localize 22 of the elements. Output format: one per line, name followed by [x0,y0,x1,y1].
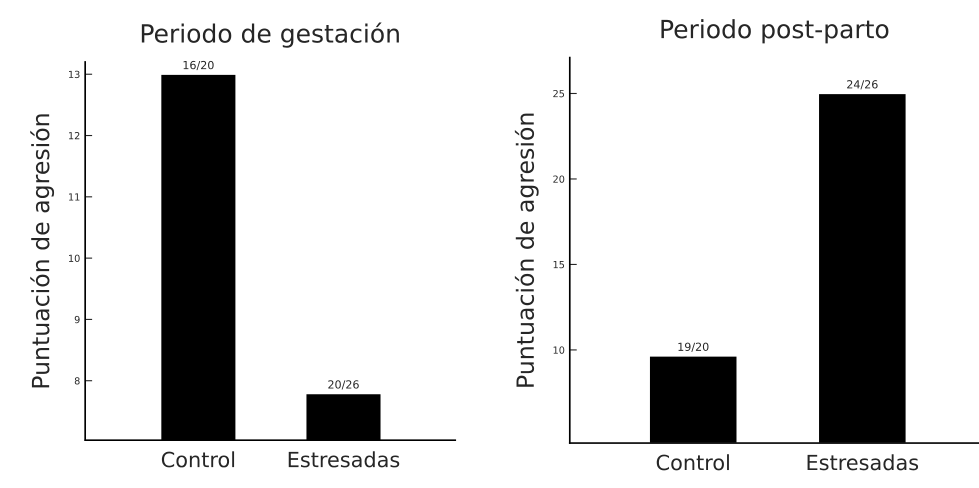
x-tick-label: Estresadas [808,454,918,470]
y-tick-label: 25 [553,90,564,98]
data-label: 20/26 [328,380,359,390]
chart-title: Periodo de gestación [142,22,399,48]
x-tick-label: Estresadas [288,451,400,468]
y-tick-label: 11 [69,193,80,201]
y-tick-label: 15 [554,261,564,268]
y-tick-label: 9 [74,316,80,324]
y-tick-label: 20 [553,175,564,183]
x-tick-label: Control [162,451,234,468]
y-axis-title: Puntuación de agresión [514,114,539,387]
data-label: 19/20 [678,342,708,352]
x-tick-label: Control [656,454,729,470]
y-tick-label: 13 [69,70,80,78]
data-label: 24/26 [847,80,878,90]
data-label: 16/20 [184,60,214,70]
y-tick-label: 8 [74,377,80,385]
y-tick-label: 10 [554,346,564,354]
y-axis-title: Puntuación de agresión [30,114,54,388]
y-tick-label: 12 [69,132,80,140]
chart-title: Periodo post-parto [661,19,888,44]
y-tick-label: 10 [69,254,80,262]
